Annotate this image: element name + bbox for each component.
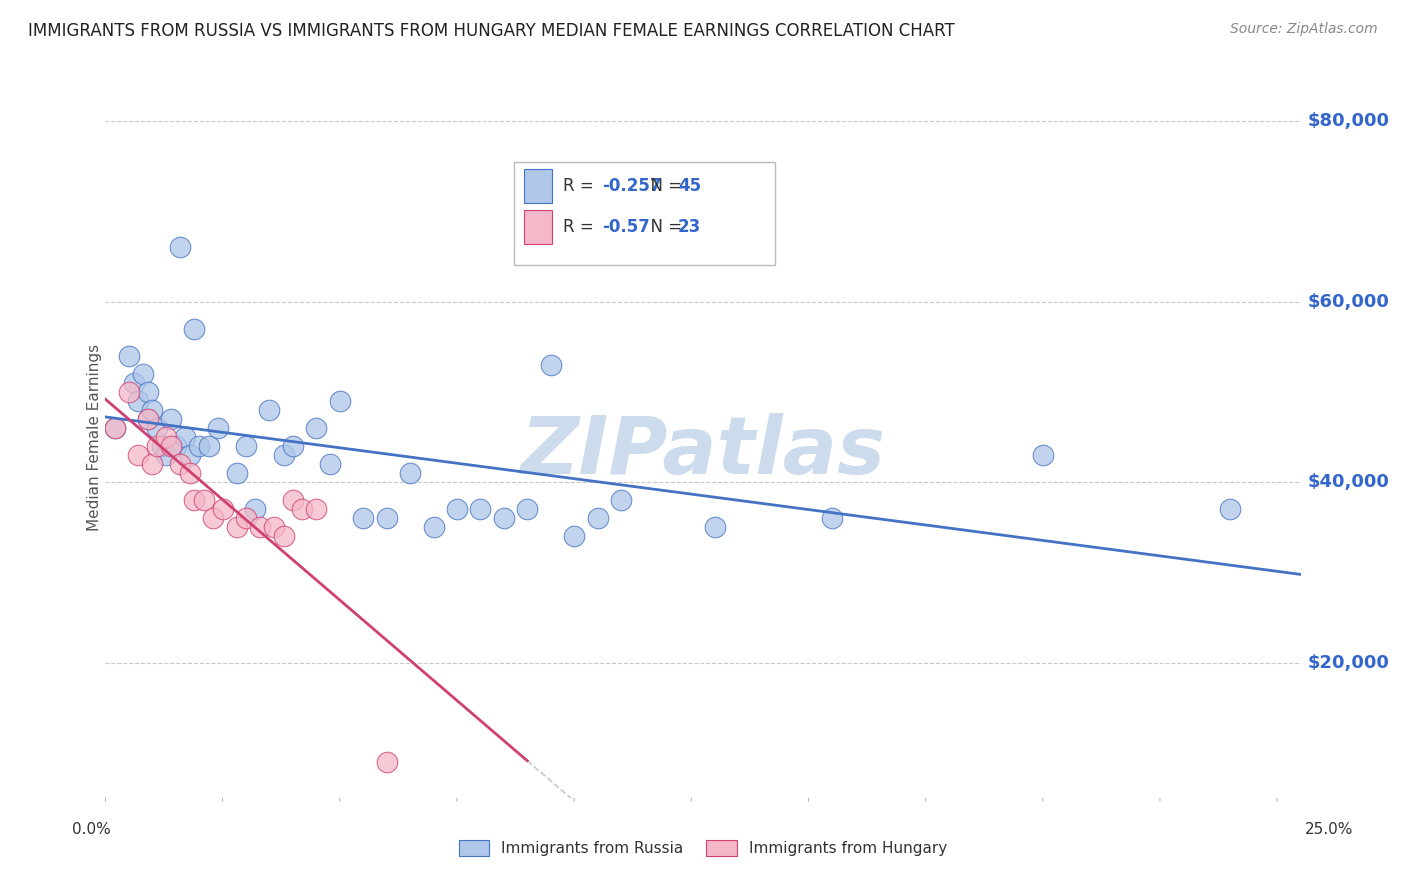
Text: N =: N = xyxy=(640,219,688,236)
Point xyxy=(610,493,633,508)
Text: Source: ZipAtlas.com: Source: ZipAtlas.com xyxy=(1230,22,1378,37)
Point xyxy=(399,466,422,480)
Point xyxy=(169,457,191,471)
Point xyxy=(197,439,219,453)
Legend: Immigrants from Russia, Immigrants from Hungary: Immigrants from Russia, Immigrants from … xyxy=(453,834,953,862)
Point xyxy=(562,529,585,543)
Point xyxy=(291,502,314,516)
Point xyxy=(183,493,205,508)
Text: $40,000: $40,000 xyxy=(1308,474,1389,491)
Point xyxy=(259,403,281,417)
Point xyxy=(136,384,159,399)
Point xyxy=(375,755,398,769)
Point xyxy=(1219,502,1241,516)
Point xyxy=(146,421,169,435)
Text: R =: R = xyxy=(562,219,599,236)
Point xyxy=(821,511,844,525)
Point xyxy=(470,502,492,516)
Point xyxy=(446,502,468,516)
Point xyxy=(136,412,159,426)
Point xyxy=(281,493,304,508)
Point xyxy=(1032,448,1054,462)
Point xyxy=(165,439,187,453)
Point xyxy=(235,511,257,525)
Point xyxy=(160,439,183,453)
Point xyxy=(104,421,127,435)
Point xyxy=(352,511,374,525)
Point xyxy=(263,520,285,534)
Point xyxy=(235,439,257,453)
Point xyxy=(193,493,215,508)
Point xyxy=(540,358,562,372)
Point xyxy=(329,393,352,408)
Point xyxy=(160,412,183,426)
Text: R =: R = xyxy=(562,177,599,195)
Text: $80,000: $80,000 xyxy=(1308,112,1389,130)
Point xyxy=(211,502,233,516)
Point xyxy=(703,520,725,534)
Point xyxy=(169,240,191,254)
Point xyxy=(122,376,145,390)
Point xyxy=(202,511,225,525)
Point xyxy=(188,439,211,453)
Point xyxy=(132,367,155,381)
Text: 0.0%: 0.0% xyxy=(72,822,111,837)
Point xyxy=(207,421,229,435)
Point xyxy=(492,511,515,525)
Point xyxy=(516,502,538,516)
Point xyxy=(118,349,141,363)
Point xyxy=(136,412,159,426)
Point xyxy=(305,421,328,435)
Point xyxy=(141,403,163,417)
Y-axis label: Median Female Earnings: Median Female Earnings xyxy=(87,343,101,531)
Point xyxy=(249,520,271,534)
Point xyxy=(586,511,609,525)
Text: 23: 23 xyxy=(678,219,702,236)
Text: $60,000: $60,000 xyxy=(1308,293,1389,310)
Point xyxy=(319,457,342,471)
Point xyxy=(104,421,127,435)
Point xyxy=(118,384,141,399)
Point xyxy=(375,511,398,525)
Point xyxy=(150,439,173,453)
Text: ZIPatlas: ZIPatlas xyxy=(520,412,886,491)
Point xyxy=(141,457,163,471)
Point xyxy=(281,439,304,453)
Text: IMMIGRANTS FROM RUSSIA VS IMMIGRANTS FROM HUNGARY MEDIAN FEMALE EARNINGS CORRELA: IMMIGRANTS FROM RUSSIA VS IMMIGRANTS FRO… xyxy=(28,22,955,40)
Text: N =: N = xyxy=(640,177,688,195)
Point xyxy=(127,448,149,462)
Point xyxy=(422,520,444,534)
Text: -0.257: -0.257 xyxy=(602,177,661,195)
Point xyxy=(183,322,205,336)
Point xyxy=(225,520,247,534)
Text: $20,000: $20,000 xyxy=(1308,654,1389,672)
Text: -0.57: -0.57 xyxy=(602,219,650,236)
Point xyxy=(174,430,197,444)
Point xyxy=(273,529,295,543)
Point xyxy=(179,466,201,480)
Point xyxy=(179,448,201,462)
Point xyxy=(305,502,328,516)
Text: 45: 45 xyxy=(678,177,702,195)
Point xyxy=(245,502,267,516)
Point xyxy=(225,466,247,480)
Point xyxy=(127,393,149,408)
Point xyxy=(273,448,295,462)
Point xyxy=(155,448,177,462)
Text: 25.0%: 25.0% xyxy=(1305,822,1353,837)
Point xyxy=(155,430,177,444)
Point xyxy=(146,439,169,453)
